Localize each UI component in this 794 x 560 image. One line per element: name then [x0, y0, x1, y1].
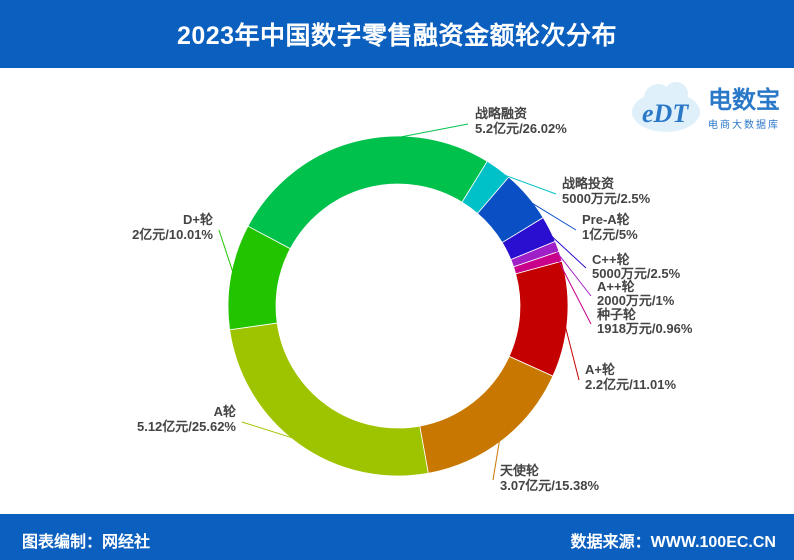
slice-label-3: C++轮	[592, 252, 630, 267]
leader-line-4	[553, 247, 592, 297]
header-bar: 2023年中国数字零售融资金额轮次分布	[0, 0, 794, 68]
slice-value-2: 1亿元/5%	[582, 227, 638, 242]
logo-subtitle: 电商大数据库	[708, 118, 780, 131]
slice-value-3: 5000万元/2.5%	[592, 266, 681, 281]
leader-line-8	[241, 421, 301, 442]
leader-line-6	[562, 319, 580, 381]
logo-name: 电数宝	[708, 86, 780, 114]
slices-group	[227, 135, 569, 477]
slice-label-2: Pre-A轮	[582, 212, 630, 227]
slice-label-8: A轮	[214, 404, 236, 419]
slice-9	[227, 225, 291, 331]
slice-value-7: 3.07亿元/15.38%	[500, 478, 599, 493]
slice-value-8: 5.12亿元/25.62%	[137, 419, 236, 434]
donut-chart: 战略融资5.2亿元/26.02%战略投资5000万元/2.5%Pre-A轮1亿元…	[132, 106, 693, 493]
slice-7	[419, 355, 554, 474]
labels-group: 战略融资5.2亿元/26.02%战略投资5000万元/2.5%Pre-A轮1亿元…	[132, 106, 693, 493]
leader-line-9	[218, 229, 235, 278]
slice-label-4: A++轮	[597, 279, 635, 294]
footer-bar: 图表编制：网经社 数据来源：WWW.100EC.CN	[0, 514, 794, 560]
leader-line-1	[495, 171, 557, 195]
slice-value-5: 1918万元/0.96%	[597, 321, 693, 336]
slice-0	[247, 135, 488, 250]
slice-label-1: 战略投资	[562, 176, 614, 191]
slice-8	[229, 322, 429, 477]
slice-value-0: 5.2亿元/26.02%	[475, 121, 567, 136]
slice-label-0: 战略融资	[475, 106, 527, 121]
cloud-icon	[632, 82, 700, 132]
logo: eDT 电数宝 电商大数据库	[632, 82, 780, 132]
leader-line-5	[556, 257, 592, 325]
leader-line-3	[545, 230, 587, 269]
slice-label-6: A+轮	[585, 362, 615, 377]
footer-credit: 图表编制：网经社	[22, 534, 151, 551]
slice-value-4: 2000万元/1%	[597, 293, 675, 308]
leader-line-2	[524, 198, 577, 231]
slice-label-7: 天使轮	[500, 463, 539, 478]
slice-6	[508, 260, 569, 377]
logo-letters: eDT	[642, 99, 689, 128]
slice-value-1: 5000万元/2.5%	[562, 191, 651, 206]
chart-title: 2023年中国数字零售融资金额轮次分布	[176, 22, 618, 50]
leader-line-7	[492, 436, 501, 481]
slice-value-6: 2.2亿元/11.01%	[585, 377, 676, 392]
slice-label-9: D+轮	[183, 212, 213, 227]
slice-label-5: 种子轮	[596, 307, 636, 322]
footer-source: 数据来源：WWW.100EC.CN	[570, 534, 776, 551]
leader-line-0	[354, 123, 469, 147]
slice-value-9: 2亿元/10.01%	[132, 227, 213, 242]
